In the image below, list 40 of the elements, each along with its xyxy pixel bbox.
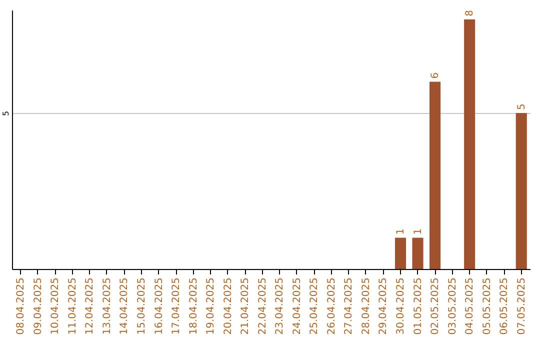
x-tick-label: 22.04.2025: [257, 278, 268, 335]
x-tick-label: 24.04.2025: [292, 278, 303, 335]
bar: [430, 82, 441, 269]
x-tick-label: 23.04.2025: [274, 278, 286, 335]
x-tick-label: 08.04.2025: [16, 278, 27, 335]
x-tick-label: 25.04.2025: [309, 278, 320, 335]
data-label: 8: [464, 10, 476, 16]
bar: [394, 238, 406, 269]
x-tick-label: 07.05.2025: [516, 278, 528, 335]
x-tick-label: 13.04.2025: [102, 278, 113, 335]
data-label: 6: [430, 72, 442, 79]
x-tick-label: 09.04.2025: [32, 278, 44, 335]
bar: [516, 112, 527, 269]
x-tick-label: 12.04.2025: [84, 278, 96, 335]
x-tick-label: 26.04.2025: [326, 278, 338, 335]
data-label: 1: [396, 228, 406, 235]
x-tick-label: 21.04.2025: [240, 278, 252, 335]
x-tick-label: 02.05.2025: [430, 278, 442, 335]
x-tick-label: 30.04.2025: [396, 278, 406, 335]
x-tick-label: 29.04.2025: [378, 278, 390, 335]
x-tick-label: 11.04.2025: [67, 278, 78, 335]
bar: [412, 238, 424, 269]
x-tick-label: 18.04.2025: [188, 278, 200, 335]
x-tick-label: 17.04.2025: [171, 278, 182, 335]
x-tick-label: 19.04.2025: [206, 278, 217, 335]
x-tick-label: 01.05.2025: [412, 278, 424, 335]
x-tick-label: 28.04.2025: [360, 278, 372, 335]
x-tick-label: 06.05.2025: [499, 278, 510, 335]
x-tick-label: 20.04.2025: [222, 278, 234, 335]
x-tick-label: 10.04.2025: [50, 278, 62, 335]
x-tick-label: 05.05.2025: [482, 278, 493, 335]
data-label: 5: [516, 104, 528, 110]
bar: [464, 19, 476, 269]
x-tick-label: 15.04.2025: [136, 278, 148, 335]
x-tick-label: 03.05.2025: [447, 278, 458, 335]
x-tick-label: 04.05.2025: [464, 278, 476, 335]
x-tick-label: 27.04.2025: [344, 278, 355, 335]
x-tick-label: 16.04.2025: [154, 278, 165, 335]
data-label: 1: [412, 228, 424, 235]
x-tick-label: 14.04.2025: [119, 278, 130, 335]
